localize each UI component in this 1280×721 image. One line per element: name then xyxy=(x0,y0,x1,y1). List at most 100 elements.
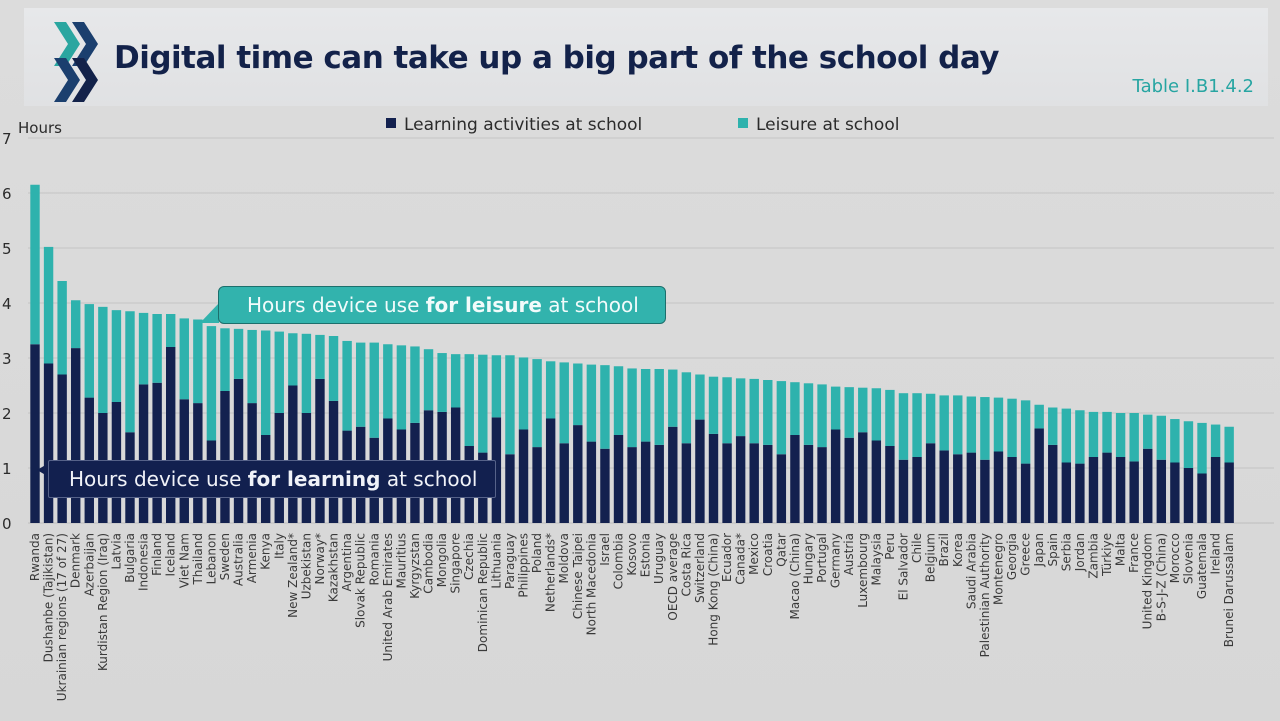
bar-leisure xyxy=(668,369,678,427)
bar-leisure xyxy=(1170,419,1180,463)
table-reference: Table I.B1.4.2 xyxy=(1132,76,1254,97)
leisure-callout-post: at school xyxy=(541,293,639,317)
bar-leisure xyxy=(532,359,542,448)
bar-learning xyxy=(1034,428,1044,523)
bar-leisure xyxy=(1143,414,1153,449)
bar-learning xyxy=(668,426,678,523)
y-tick-label: 0 xyxy=(2,515,12,533)
bar-learning xyxy=(640,441,651,523)
x-tick-label: Lithuania xyxy=(489,533,503,589)
x-tick-label: Kazakhstan xyxy=(327,533,341,602)
bar-learning xyxy=(654,444,664,523)
bar-leisure xyxy=(885,389,895,446)
bar-learning xyxy=(1170,462,1180,523)
bar-learning xyxy=(627,447,637,523)
bar-leisure xyxy=(328,336,339,401)
bar-learning xyxy=(953,454,963,523)
x-tick-label: Moldova xyxy=(557,533,571,583)
bar-leisure xyxy=(925,393,936,444)
bar-learning xyxy=(288,385,298,523)
legend-swatch xyxy=(738,118,748,128)
bar-learning xyxy=(708,433,719,523)
bar-learning xyxy=(722,443,732,523)
bar-leisure xyxy=(939,395,949,451)
bar-leisure xyxy=(220,328,230,391)
x-tick-label: Canada* xyxy=(734,533,748,585)
bar-leisure xyxy=(260,330,271,435)
bar-learning xyxy=(830,429,841,523)
x-tick-label: Georgia xyxy=(1005,533,1019,580)
bar-leisure xyxy=(790,382,800,435)
bar-leisure xyxy=(383,344,393,419)
x-tick-label: Kyrgyzstan xyxy=(408,533,422,599)
bar-learning xyxy=(912,457,922,523)
x-tick-label: Saudi Arabia xyxy=(964,533,978,609)
bar-learning xyxy=(491,417,502,523)
bar-leisure xyxy=(247,329,257,404)
bar-leisure xyxy=(315,334,325,379)
bar-leisure xyxy=(71,300,81,349)
bar-leisure xyxy=(125,311,135,433)
bar-leisure xyxy=(1048,407,1058,445)
x-tick-label: Ecuador xyxy=(720,533,734,582)
bar-leisure xyxy=(1210,424,1221,457)
bar-leisure xyxy=(369,342,379,438)
bar-learning xyxy=(518,429,529,523)
bar-leisure xyxy=(871,388,882,441)
x-tick-label: Uruguay xyxy=(652,533,666,584)
bar-learning xyxy=(1088,457,1099,523)
x-tick-label: Argentina xyxy=(340,533,354,592)
bar-learning xyxy=(233,378,244,523)
bar-leisure xyxy=(953,395,963,455)
bar-leisure xyxy=(586,364,597,442)
x-tick-label: Germany xyxy=(829,533,843,588)
x-tick-label: Slovak Republic xyxy=(354,533,368,628)
bar-leisure xyxy=(1183,421,1194,468)
bar-learning xyxy=(939,450,949,523)
x-tick-label: Serbia xyxy=(1059,533,1073,571)
legend-label: Leisure at school xyxy=(756,115,899,135)
bar-leisure xyxy=(43,246,54,364)
x-tick-label: United Arab Emirates xyxy=(381,533,395,661)
x-tick-label: Armenia xyxy=(245,533,259,583)
bar-learning xyxy=(152,382,162,523)
bar-leisure xyxy=(450,354,461,408)
x-tick-label: Hungary xyxy=(801,533,815,584)
bar-learning xyxy=(586,441,597,523)
x-tick-label: Belgium xyxy=(924,533,938,582)
x-tick-label: Malaysia xyxy=(869,533,883,585)
slide-header xyxy=(24,8,1268,106)
x-tick-label: Rwanda xyxy=(28,533,42,581)
x-tick-label: Poland xyxy=(530,533,544,573)
bar-leisure xyxy=(193,319,203,404)
x-tick-label: Italy xyxy=(272,533,286,559)
x-tick-label: Lebanon xyxy=(204,533,218,584)
bar-leisure xyxy=(233,328,244,379)
bar-leisure xyxy=(573,363,583,426)
bar-learning xyxy=(559,443,569,523)
bar-learning xyxy=(613,435,624,523)
x-tick-label: Uzbekistan xyxy=(299,533,313,599)
y-tick-label: 7 xyxy=(2,130,12,148)
x-tick-label: Bulgaria xyxy=(123,533,137,583)
bar-leisure xyxy=(559,362,569,444)
x-tick-label: Luxembourg xyxy=(856,533,870,608)
bar-leisure xyxy=(695,374,705,420)
x-tick-label: Brazil xyxy=(937,533,951,567)
leisure-callout-bold: for leisure xyxy=(425,293,542,317)
x-tick-label: Spain xyxy=(1046,533,1060,567)
bar-learning xyxy=(30,344,40,523)
x-tick-label: Slovenia xyxy=(1181,533,1195,584)
bar-leisure xyxy=(993,397,1004,452)
bar-learning xyxy=(1102,452,1112,523)
x-tick-label: Singapore xyxy=(449,533,463,594)
bar-leisure xyxy=(179,318,189,400)
bar-leisure xyxy=(152,314,162,383)
y-tick-label: 5 xyxy=(2,240,12,258)
bar-learning xyxy=(1143,448,1153,523)
bar-leisure xyxy=(1061,408,1072,463)
x-tick-label: Mexico xyxy=(747,533,761,575)
bar-leisure xyxy=(30,184,40,345)
